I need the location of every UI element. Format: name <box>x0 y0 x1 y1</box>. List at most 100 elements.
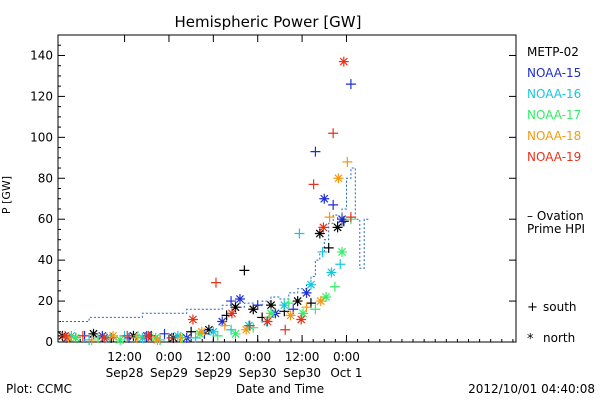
y-tick-label: 120 <box>30 89 53 103</box>
data-point-noaa-16 <box>226 324 237 335</box>
legend-item-noaa-15: NOAA-15 <box>527 66 581 80</box>
data-point-noaa-19 <box>296 314 307 325</box>
data-point-noaa-17 <box>337 246 348 257</box>
chart-title: Hemispheric Power [GW] <box>175 13 362 31</box>
data-point-noaa-17 <box>266 308 277 319</box>
legend-item-noaa-16: NOAA-16 <box>527 87 581 101</box>
data-point-metp-02 <box>332 222 343 233</box>
data-points <box>57 56 356 345</box>
data-point-noaa-15 <box>310 146 321 157</box>
data-point-noaa-17 <box>132 330 143 341</box>
data-point-noaa-15 <box>328 199 339 210</box>
data-point-noaa-16 <box>305 279 316 290</box>
data-point-noaa-19 <box>308 179 319 190</box>
data-point-noaa-18 <box>152 334 163 345</box>
data-point-noaa-17 <box>283 298 294 309</box>
data-point-noaa-19 <box>318 222 329 233</box>
data-point-noaa-17 <box>115 334 126 345</box>
data-point-noaa-19 <box>99 332 110 343</box>
south-marker-symbol: + <box>527 300 538 315</box>
data-point-noaa-19 <box>77 330 88 341</box>
data-point-noaa-19 <box>262 316 273 327</box>
timestamp: 2012/10/01 04:40:08 <box>468 382 595 396</box>
data-point-noaa-19 <box>187 314 198 325</box>
ovation-step-line <box>58 167 369 322</box>
plot-frame <box>57 34 517 343</box>
data-point-noaa-19 <box>210 277 221 288</box>
data-point-noaa-18 <box>86 334 97 345</box>
x-tick-label-date: Sep30 <box>283 366 321 380</box>
data-point-noaa-15 <box>234 294 245 305</box>
data-point-noaa-17 <box>329 281 340 292</box>
data-point-noaa-19 <box>166 332 177 343</box>
data-point-noaa-17 <box>297 308 308 319</box>
data-point-noaa-19 <box>143 330 154 341</box>
data-point-noaa-18 <box>301 302 312 313</box>
data-point-noaa-16 <box>279 300 290 311</box>
data-point-noaa-19 <box>338 56 349 67</box>
data-point-metp-02 <box>323 242 334 253</box>
data-point-metp-02 <box>314 228 325 239</box>
data-point-metp-02 <box>203 324 214 335</box>
data-point-noaa-18 <box>241 324 252 335</box>
data-point-noaa-16 <box>335 259 346 270</box>
data-point-metp-02 <box>248 304 259 315</box>
ovation-prime-hpi-line <box>58 167 369 322</box>
data-point-noaa-15 <box>217 316 228 327</box>
data-point-noaa-15 <box>159 328 170 339</box>
ovation-label-line1: – Ovation <box>527 209 584 223</box>
data-point-metp-02 <box>230 302 241 313</box>
data-point-noaa-18 <box>108 330 119 341</box>
data-point-noaa-17 <box>321 291 332 302</box>
x-tick-label-date: Sep29 <box>150 366 188 380</box>
plot-credit: Plot: CCMC <box>6 382 72 396</box>
x-tick-label-date: Sep29 <box>194 366 232 380</box>
data-point-noaa-18 <box>196 326 207 337</box>
data-point-noaa-19 <box>122 330 133 341</box>
data-point-noaa-16 <box>137 332 148 343</box>
y-tick-label: 60 <box>38 212 53 226</box>
south-marker-label: south <box>543 300 577 314</box>
data-point-noaa-15 <box>226 296 237 307</box>
ovation-label-line2: Prime HPI <box>527 222 585 236</box>
x-tick-label-time: 0:00 <box>244 350 271 364</box>
legend-item-noaa-19: NOAA-19 <box>527 150 581 164</box>
x-tick-label-date: Oct 1 <box>330 366 362 380</box>
data-point-noaa-17 <box>70 332 81 343</box>
legend-item-metp-02: METP-02 <box>527 45 579 59</box>
data-point-noaa-18 <box>175 332 186 343</box>
data-point-noaa-16 <box>190 332 201 343</box>
data-point-metp-02 <box>239 265 250 276</box>
y-tick-label: 80 <box>38 171 53 185</box>
y-tick-label: 0 <box>45 335 53 349</box>
data-point-noaa-18 <box>324 212 335 223</box>
data-point-noaa-19 <box>244 320 255 331</box>
data-point-metp-02 <box>88 328 99 339</box>
x-tick-label-time: 0:00 <box>155 350 182 364</box>
data-point-noaa-18 <box>219 320 230 331</box>
data-point-noaa-16 <box>208 326 219 337</box>
data-point-noaa-18 <box>315 296 326 307</box>
x-tick-label-time: 12:00 <box>285 350 320 364</box>
data-point-noaa-18 <box>264 312 275 323</box>
data-point-noaa-19 <box>328 128 339 139</box>
data-point-noaa-15 <box>337 214 348 225</box>
north-marker-label: north <box>543 331 575 345</box>
data-point-noaa-18 <box>285 310 296 321</box>
x-tick-label-time: 0:00 <box>333 350 360 364</box>
data-point-noaa-17 <box>230 328 241 339</box>
x-axis-ticks: 12:00 Sep28 0:00 Sep29 12:00 Sep29 0:00 Sep30 12… <box>57 35 514 380</box>
data-point-noaa-18 <box>63 332 74 343</box>
data-point-noaa-19 <box>345 212 356 223</box>
data-point-metp-02 <box>305 298 316 309</box>
x-tick-label-time: 12:00 <box>196 350 231 364</box>
data-point-noaa-16 <box>172 330 183 341</box>
data-point-noaa-19 <box>226 308 237 319</box>
y-tick-label: 20 <box>38 294 53 308</box>
data-point-noaa-16 <box>317 246 328 257</box>
data-point-noaa-17 <box>212 330 223 341</box>
data-point-metp-02 <box>186 326 197 337</box>
data-point-metp-02 <box>266 300 277 311</box>
data-point-noaa-18 <box>342 156 353 167</box>
